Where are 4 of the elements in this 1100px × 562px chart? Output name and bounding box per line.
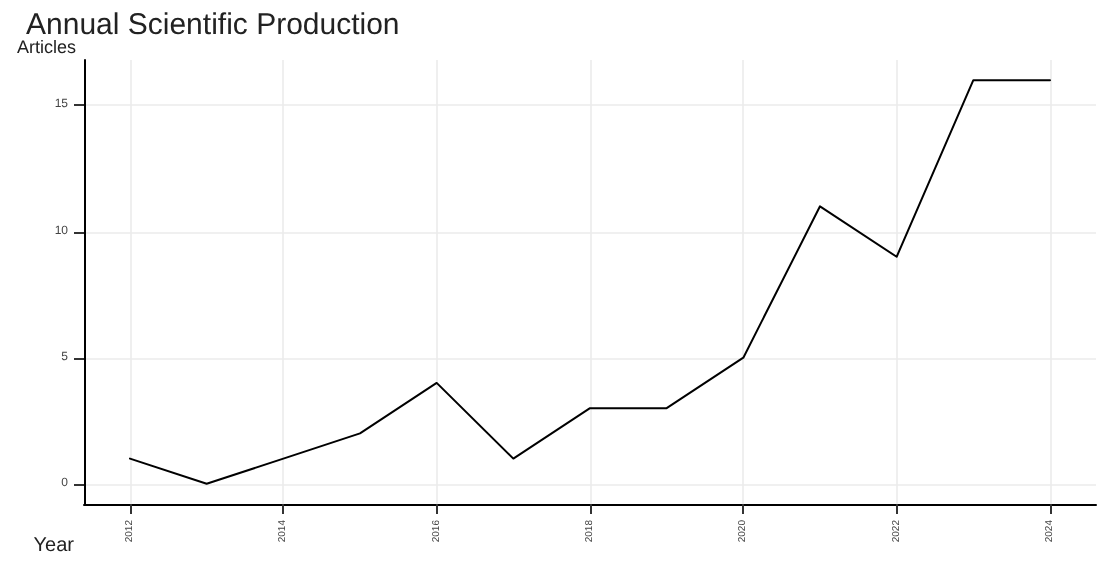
x-axis-title: Year (33, 535, 76, 557)
line-series (129, 79, 1051, 485)
y-axis-title: Articles (16, 37, 77, 57)
chart-title: Annual Scientific Production (26, 8, 400, 42)
